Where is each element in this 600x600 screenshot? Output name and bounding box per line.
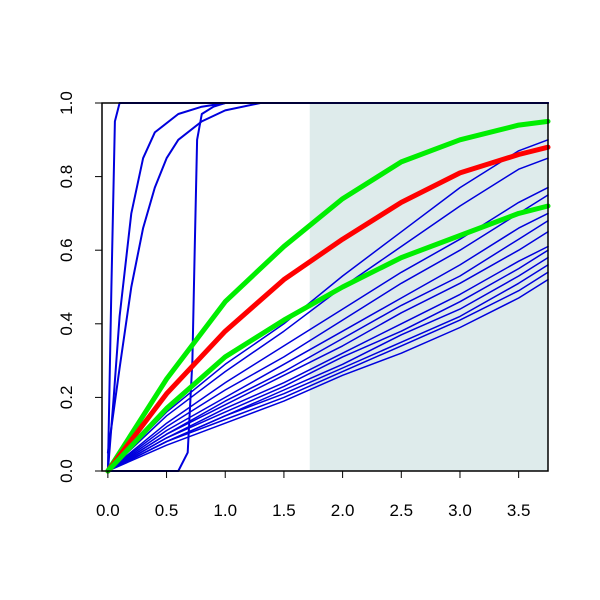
x-tick-label: 1.5	[272, 501, 296, 520]
series-line-blue-10	[107, 220, 549, 472]
series-line-blue-11	[107, 231, 549, 472]
y-tick-label: 0.2	[57, 386, 76, 410]
series-line-blue-17	[107, 278, 549, 472]
y-tick-label: 0.0	[57, 459, 76, 483]
series-line-blue-7	[107, 186, 549, 472]
series-line-green-20	[105, 203, 551, 474]
series-line-blue-4	[106, 102, 549, 472]
x-tick-label: 3.5	[507, 501, 531, 520]
series-line-blue-8	[107, 194, 549, 472]
x-tick-label: 2.0	[331, 501, 355, 520]
series-line-blue-15	[107, 264, 549, 472]
x-tick-label: 2.5	[389, 501, 413, 520]
y-axis: 0.0 0.2 0.4 0.6 0.8 1.0	[57, 91, 102, 483]
series-line-red-19	[105, 144, 551, 474]
series-line-blue-16	[107, 271, 549, 472]
x-tick-label: 3.0	[448, 501, 472, 520]
series-line-blue-9	[107, 212, 549, 472]
plot-frame	[101, 102, 549, 472]
y-tick-label: 0.4	[57, 312, 76, 336]
x-tick-label: 0.0	[96, 501, 120, 520]
x-tick-label: 1.0	[213, 501, 237, 520]
x-tick-label: 0.5	[155, 501, 179, 520]
series-line-green-18	[105, 118, 551, 474]
y-tick-label: 1.0	[57, 91, 76, 115]
y-tick-label: 0.8	[57, 165, 76, 189]
series-line-blue-3	[106, 102, 549, 454]
series-layer	[105, 102, 551, 474]
shaded-region	[309, 103, 548, 471]
y-tick-label: 0.6	[57, 238, 76, 262]
series-line-blue-12	[107, 245, 549, 472]
series-line-blue-2	[106, 102, 549, 472]
series-line-blue-13	[107, 249, 549, 472]
x-axis: 0.0 0.5 1.0 1.5 2.0 2.5 3.0 3.5	[96, 471, 530, 520]
